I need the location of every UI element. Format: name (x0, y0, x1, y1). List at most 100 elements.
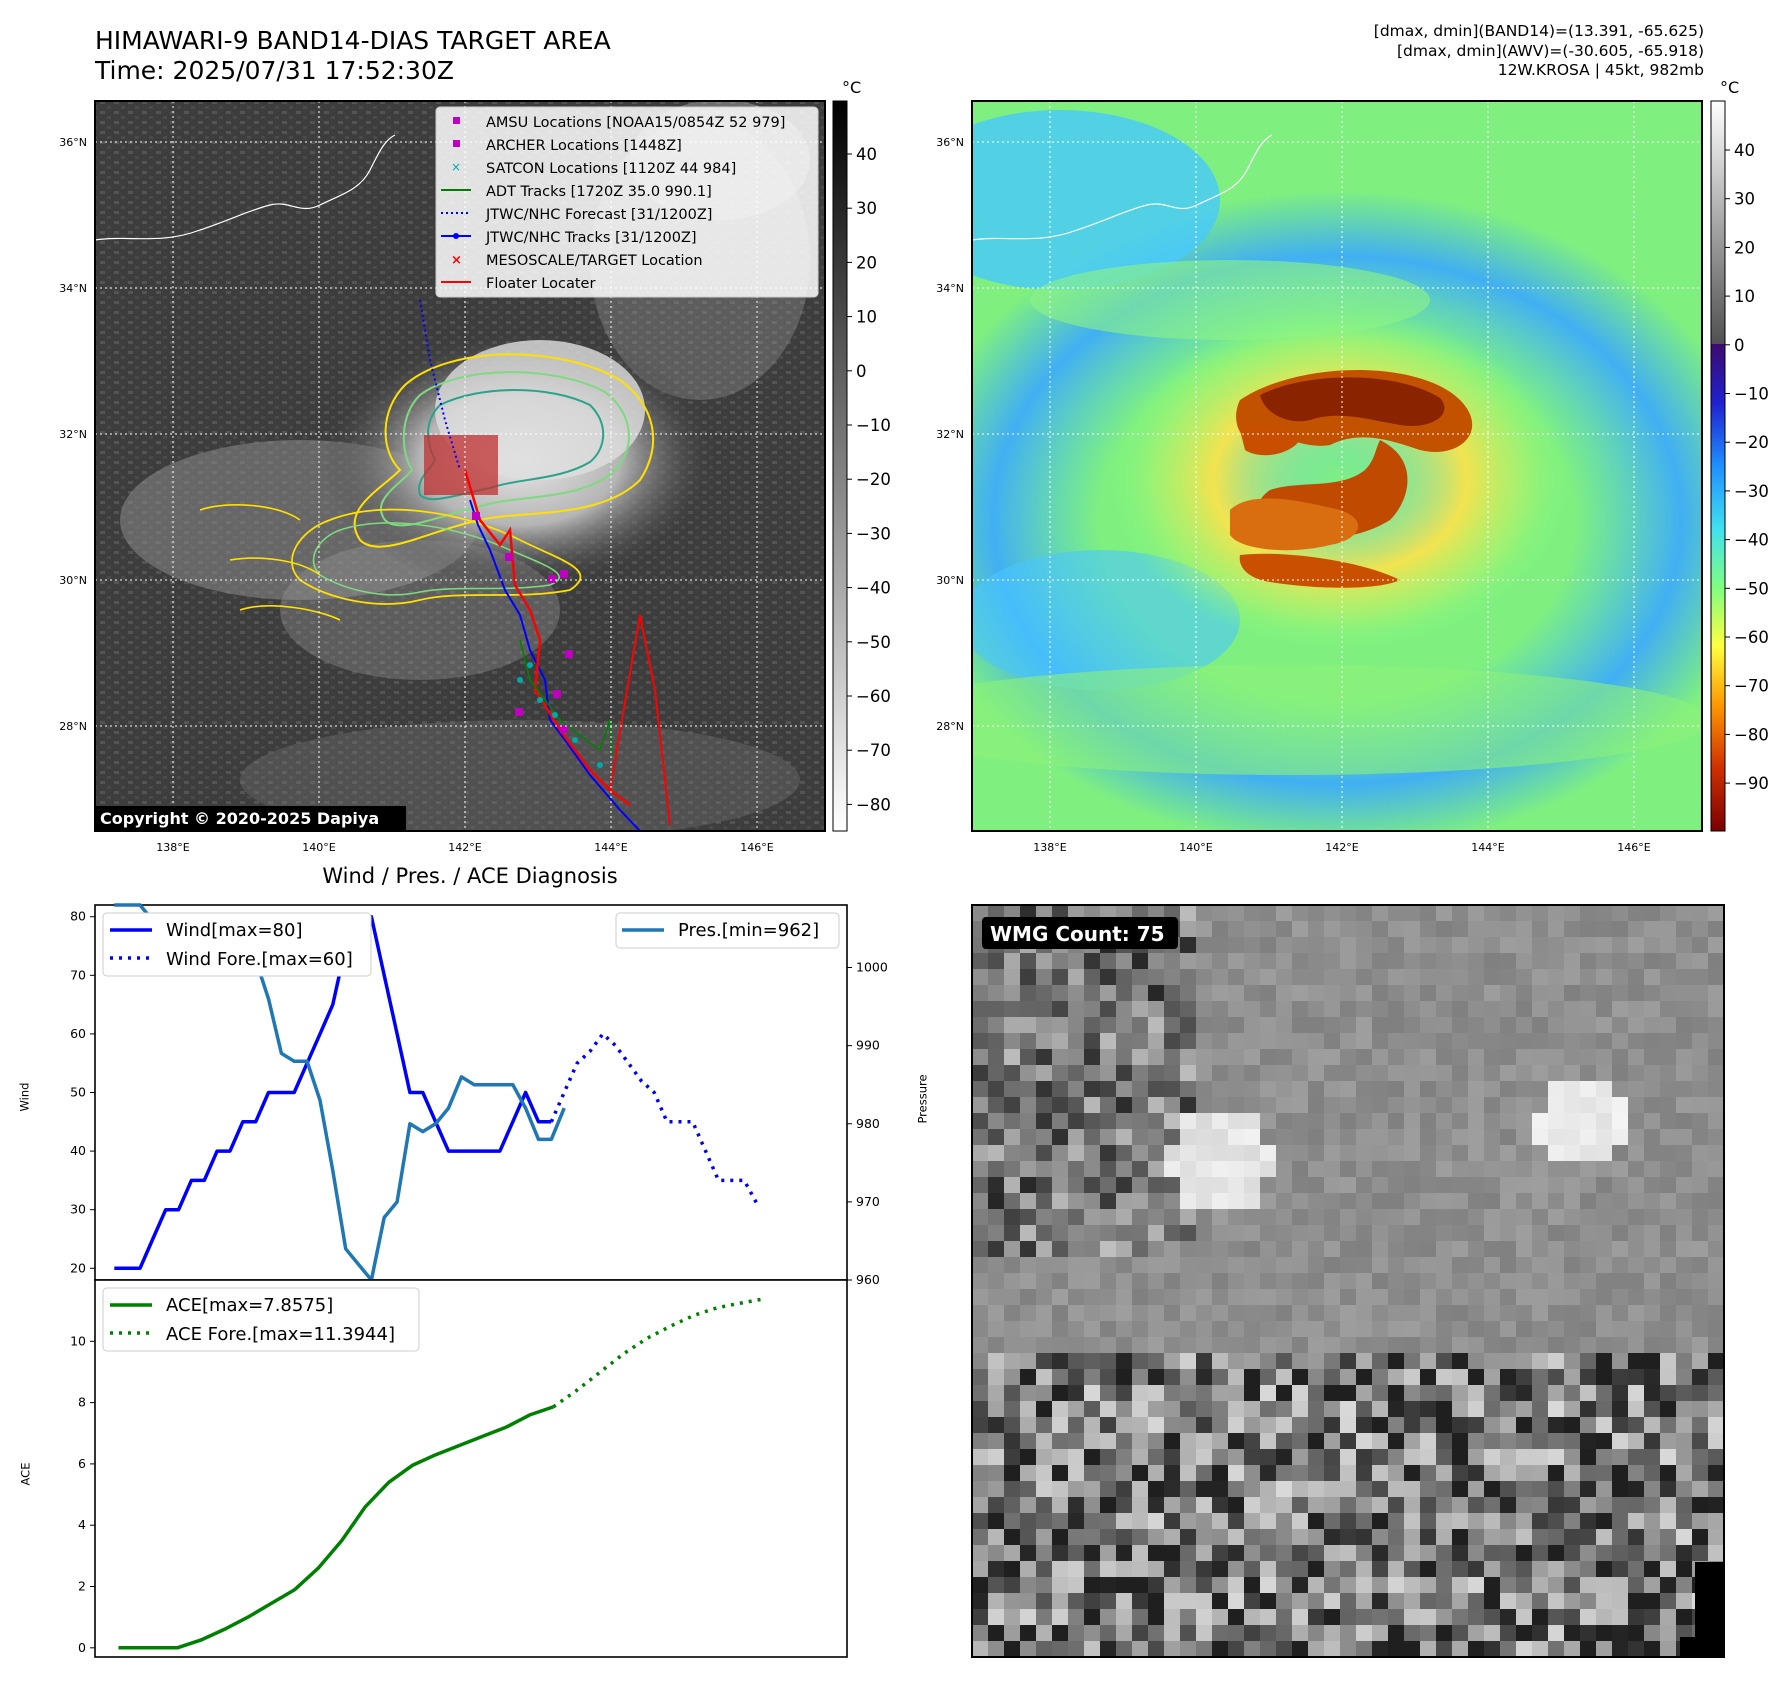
legend-archer: ARCHER Locations [1448Z] (486, 138, 682, 154)
lat-label-36: 36°N (59, 136, 87, 149)
title-line1: HIMAWARI-9 BAND14-DIAS TARGET AREA (95, 26, 611, 55)
legend-satcon: SATCON Locations [1120Z 44 984] (486, 161, 736, 177)
lat2-label-30: 30°N (936, 574, 964, 587)
pressure-legend: Pres.[min=962] (615, 912, 840, 949)
lat2-label-36: 36°N (936, 136, 964, 149)
colorbar1-tick: −10 (856, 416, 891, 435)
ace-tick: 0 (78, 1640, 86, 1655)
colorbar2-tick: −50 (1734, 579, 1769, 598)
legend-ace: ACE[max=7.8575] (166, 1295, 333, 1316)
svg-text:×: × (451, 253, 462, 268)
wmg-panel (972, 905, 1724, 1657)
lat-label-34: 34°N (59, 282, 87, 295)
colorbar1-tick: −50 (856, 633, 891, 652)
wind-tick: 70 (70, 967, 86, 982)
map-legend: × × AMSU Locations [NOAA15/0854Z 52 979]… (435, 106, 819, 298)
pressure-tick: 980 (856, 1116, 880, 1131)
colorbar1-tick: 20 (856, 253, 877, 272)
lat-label-30: 30°N (59, 574, 87, 587)
ace-tick: 8 (78, 1395, 86, 1410)
lon-label-138: 138°E (156, 841, 189, 854)
colorbar1-tick: 0 (856, 362, 867, 381)
figure-title: HIMAWARI-9 BAND14-DIAS TARGET AREA Time:… (95, 26, 611, 86)
map1-lon-labels: 138°E 140°E 142°E 144°E 146°E (156, 841, 773, 854)
legend-forecast: JTWC/NHC Forecast [31/1200Z] (485, 207, 712, 223)
wind-tick: 30 (70, 1202, 86, 1217)
legend-ace-fore: ACE Fore.[max=11.3944] (166, 1324, 395, 1345)
wind-tick: 20 (70, 1260, 86, 1275)
lon2-label-140: 140°E (1179, 841, 1212, 854)
colorbar1-tick: 40 (856, 145, 877, 164)
colorbar1-tick: −40 (856, 579, 891, 598)
copyright-text: Copyright © 2020-2025 Dapiya (100, 809, 379, 828)
ace-tick: 4 (78, 1517, 86, 1532)
wind-pressure-chart: 80 70 60 50 40 30 20 1000 990 980 970 960 Wind[max… (70, 903, 888, 1287)
ace-tick: 6 (78, 1456, 86, 1471)
colorbar1-tick: 30 (856, 199, 877, 218)
ace-chart: 10 8 6 4 2 0 ACE[max=7.8575] ACE Fore.[max=11… (70, 1279, 848, 1658)
map2-lon-labels: 138°E 140°E 142°E 144°E 146°E (1033, 841, 1650, 854)
lon2-label-142: 142°E (1325, 841, 1358, 854)
colorbar2-tick: −30 (1734, 482, 1769, 501)
colorbar1-tick: −30 (856, 524, 891, 543)
ace-legend: ACE[max=7.8575] ACE Fore.[max=11.3944] (102, 1287, 420, 1352)
diagnosis-title: Wind / Pres. / ACE Diagnosis (322, 864, 618, 888)
lon-label-146: 146°E (740, 841, 773, 854)
series-line-1 (549, 1032, 759, 1205)
colorbar1-tick: −80 (856, 795, 891, 814)
colorbar-awv: 40 30 20 10 0 −10 −20 −30 −40 −50 −60 −70 −80 −90 (1710, 100, 1769, 832)
wind-tick: 60 (70, 1026, 86, 1041)
colorbar2-tick: −70 (1734, 677, 1769, 696)
pressure-tick: 1000 (856, 960, 888, 975)
colorbar1-tick: −70 (856, 741, 891, 760)
legend-wind-fore: Wind Fore.[max=60] (166, 949, 353, 970)
legend-floater: Floater Locater (486, 276, 595, 292)
legend-wind: Wind[max=80] (166, 920, 303, 941)
colorbar2-tick: 40 (1734, 141, 1755, 160)
colorbar-band14: 40 30 20 10 0 −10 −20 −30 −40 −50 −60 −70 −80 (832, 100, 891, 832)
colorbar2-tick: −40 (1734, 531, 1769, 550)
legend-tracks: JTWC/NHC Tracks [31/1200Z] (485, 230, 697, 246)
legend-adt: ADT Tracks [1720Z 35.0 990.1] (486, 184, 712, 200)
colorbar2-tick: 30 (1734, 190, 1755, 209)
legend-pressure: Pres.[min=962] (678, 920, 819, 941)
colorbar2-tick: −90 (1734, 774, 1769, 793)
svg-text:×: × (451, 160, 461, 174)
lon2-label-146: 146°E (1617, 841, 1650, 854)
wind-tick: 40 (70, 1143, 86, 1158)
colorbar2-tick: 20 (1734, 238, 1755, 257)
lat-label-32: 32°N (59, 428, 87, 441)
lat-label-28: 28°N (59, 720, 87, 733)
map1-lat-labels: 36°N 34°N 32°N 30°N 28°N (59, 136, 87, 733)
wmg-count-badge (982, 917, 1178, 949)
info-line2: [dmax, dmin](AWV)=(-30.605, -65.918) (1397, 41, 1704, 60)
ace-series-line-0 (118, 1405, 554, 1650)
colorbar2-tick: −80 (1734, 725, 1769, 744)
wind-tick: 80 (70, 909, 86, 924)
colorbar2-tick: 10 (1734, 287, 1755, 306)
wind-tick: 50 (70, 1085, 86, 1100)
info-line3: 12W.KROSA | 45kt, 982mb (1497, 61, 1704, 79)
wmg-count-label: WMG Count: 75 (990, 922, 1165, 946)
lon2-label-138: 138°E (1033, 841, 1066, 854)
colorbar2-tick: −10 (1734, 385, 1769, 404)
colorbar1-unit: °C (842, 78, 862, 97)
lat2-label-34: 34°N (936, 282, 964, 295)
colorbar2-tick: −20 (1734, 433, 1769, 452)
colorbar2-unit: °C (1720, 78, 1740, 97)
lon-label-140: 140°E (302, 841, 335, 854)
map2-lat-labels: 36°N 34°N 32°N 30°N 28°N (936, 136, 964, 733)
colorbar2-tick: 0 (1734, 336, 1745, 355)
colorbar1-tick: −20 (856, 470, 891, 489)
diagnostic-info: [dmax, dmin](BAND14)=(13.391, -65.625) [… (1374, 22, 1704, 81)
colorbar2-tick: −60 (1734, 628, 1769, 647)
lon-label-144: 144°E (594, 841, 627, 854)
ace-tick: 10 (70, 1333, 86, 1348)
pressure-tick: 990 (856, 1038, 880, 1053)
lat2-label-28: 28°N (936, 720, 964, 733)
ace-tick: 2 (78, 1579, 86, 1594)
title-line2: Time: 2025/07/31 17:52:30Z (95, 56, 454, 85)
lon-label-142: 142°E (448, 841, 481, 854)
info-line1: [dmax, dmin](BAND14)=(13.391, -65.625) (1373, 22, 1704, 40)
